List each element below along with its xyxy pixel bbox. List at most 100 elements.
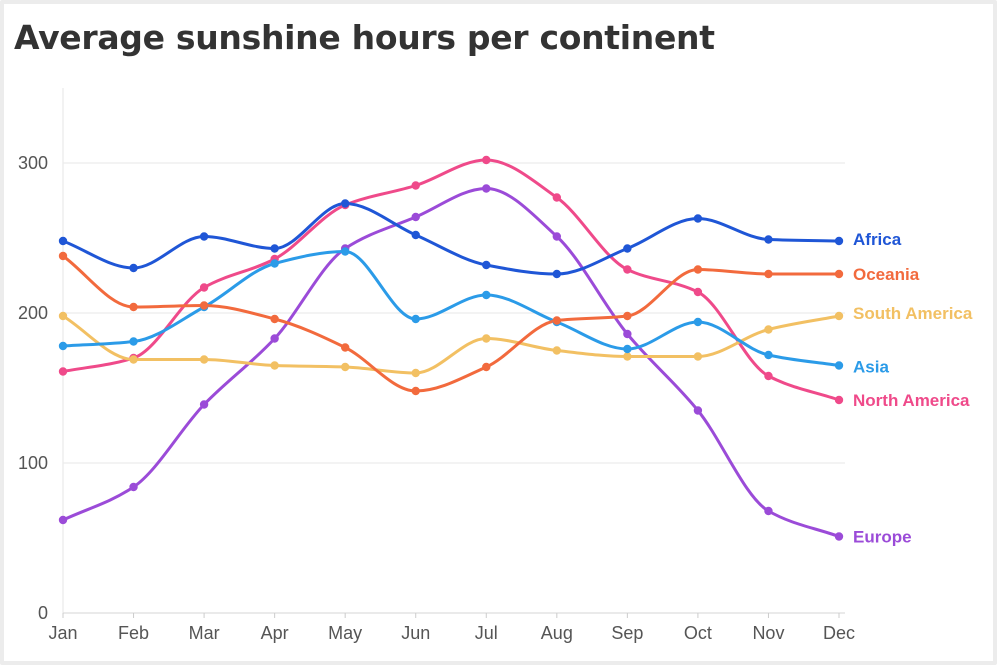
series-line-africa bbox=[61, 202, 841, 276]
data-point-oceania bbox=[129, 302, 138, 312]
data-point-oceania bbox=[693, 265, 703, 274]
x-tick-label: Aug bbox=[541, 623, 573, 643]
data-point-north-america bbox=[834, 395, 844, 405]
x-tick-label: Sep bbox=[611, 623, 643, 643]
data-point-asia bbox=[58, 341, 68, 351]
data-point-asia bbox=[411, 314, 420, 324]
data-point-north-america bbox=[482, 155, 491, 165]
data-point-europe bbox=[764, 506, 773, 516]
data-point-oceania bbox=[834, 269, 844, 279]
data-point-oceania bbox=[58, 251, 68, 261]
data-point-europe bbox=[623, 329, 632, 339]
series-label-north-america: North America bbox=[853, 391, 970, 410]
data-point-south-america bbox=[411, 368, 420, 378]
data-point-asia bbox=[834, 361, 844, 370]
series-line-europe bbox=[61, 187, 841, 538]
y-tick-label: 300 bbox=[18, 153, 48, 173]
data-point-africa bbox=[340, 199, 350, 208]
data-point-africa bbox=[693, 214, 703, 223]
data-point-europe bbox=[270, 334, 279, 343]
data-point-africa bbox=[834, 236, 844, 246]
data-point-oceania bbox=[764, 269, 773, 279]
data-point-oceania bbox=[411, 386, 420, 396]
data-point-asia bbox=[270, 259, 279, 268]
data-point-asia bbox=[623, 344, 632, 354]
data-point-africa bbox=[552, 269, 562, 279]
series-label-asia: Asia bbox=[853, 358, 889, 377]
data-point-africa bbox=[411, 230, 420, 240]
data-point-south-america bbox=[552, 346, 562, 355]
series-line-south-america bbox=[61, 314, 841, 375]
series-label-europe: Europe bbox=[853, 528, 912, 547]
x-tick-label: Mar bbox=[189, 623, 220, 643]
data-point-europe bbox=[552, 232, 562, 241]
data-point-africa bbox=[199, 232, 209, 241]
data-point-south-america bbox=[199, 355, 209, 364]
data-point-oceania bbox=[199, 301, 209, 310]
data-point-europe bbox=[482, 184, 491, 193]
data-point-asia bbox=[129, 337, 138, 346]
data-point-south-america bbox=[834, 311, 844, 321]
data-point-europe bbox=[199, 400, 209, 409]
x-tick-label: Jul bbox=[475, 623, 498, 643]
data-point-north-america bbox=[199, 283, 209, 292]
y-tick-label: 0 bbox=[38, 603, 48, 623]
data-point-asia bbox=[482, 290, 491, 300]
data-point-africa bbox=[764, 235, 773, 244]
series-labels: Africa Oceania South America Asia North Amer… bbox=[853, 230, 973, 547]
x-tick-label: Dec bbox=[823, 623, 855, 643]
data-point-oceania bbox=[340, 343, 350, 352]
data-point-south-america bbox=[129, 355, 138, 364]
data-point-asia bbox=[693, 317, 703, 327]
chart-title: Average sunshine hours per continent bbox=[14, 18, 715, 57]
series-line-north-america bbox=[61, 158, 841, 402]
data-point-africa bbox=[58, 236, 68, 246]
data-point-africa bbox=[270, 244, 279, 253]
data-point-oceania bbox=[482, 362, 491, 372]
data-point-europe bbox=[834, 532, 844, 541]
data-point-asia bbox=[340, 247, 350, 256]
x-tick-label: Apr bbox=[261, 623, 289, 643]
data-point-north-america bbox=[764, 371, 773, 381]
data-point-south-america bbox=[340, 362, 350, 372]
data-point-south-america bbox=[623, 352, 632, 361]
x-tick-label: Jan bbox=[48, 623, 77, 643]
data-point-north-america bbox=[58, 367, 68, 376]
data-point-europe bbox=[129, 482, 138, 492]
data-point-europe bbox=[58, 515, 68, 525]
data-point-south-america bbox=[58, 311, 68, 321]
y-tick-label: 100 bbox=[18, 453, 48, 473]
x-tick-label: Jun bbox=[401, 623, 430, 643]
data-point-asia bbox=[764, 350, 773, 360]
data-point-africa bbox=[482, 260, 491, 270]
grid-lines bbox=[62, 88, 845, 614]
y-axis: 0 100 200 300 bbox=[18, 153, 48, 623]
x-tick-label: Feb bbox=[118, 623, 149, 643]
data-point-south-america bbox=[482, 334, 491, 343]
x-tick-label: May bbox=[328, 623, 362, 643]
data-point-africa bbox=[623, 244, 632, 253]
data-point-north-america bbox=[411, 181, 420, 190]
data-point-europe bbox=[411, 212, 420, 222]
data-point-north-america bbox=[552, 193, 562, 202]
x-tick-label: Nov bbox=[752, 623, 784, 643]
data-point-africa bbox=[129, 263, 138, 273]
series-lines bbox=[61, 158, 841, 538]
x-tick-label: Oct bbox=[684, 623, 712, 643]
data-point-north-america bbox=[693, 287, 703, 297]
data-point-oceania bbox=[623, 311, 632, 321]
data-point-europe bbox=[693, 406, 703, 415]
y-tick-label: 200 bbox=[18, 303, 48, 323]
x-axis: Jan Feb Mar Apr May Jun Jul Aug Sep Oct Nov Dec bbox=[48, 613, 855, 643]
data-point-north-america bbox=[623, 265, 632, 274]
data-points bbox=[58, 155, 844, 541]
data-point-south-america bbox=[764, 325, 773, 334]
series-label-africa: Africa bbox=[853, 230, 902, 249]
series-line-asia bbox=[61, 250, 841, 367]
data-point-oceania bbox=[552, 316, 562, 325]
series-label-south-america: South America bbox=[853, 304, 973, 323]
data-point-oceania bbox=[270, 314, 279, 324]
series-label-oceania: Oceania bbox=[853, 265, 920, 284]
